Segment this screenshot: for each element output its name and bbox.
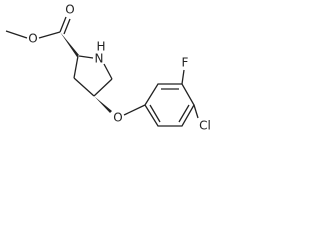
bond bbox=[181, 69, 185, 85]
bond bbox=[93, 78, 113, 97]
atom-label: H bbox=[96, 40, 105, 54]
bond bbox=[78, 55, 94, 59]
molecule-diagram: O O N H O F Cl bbox=[5, 3, 211, 133]
bond bbox=[5, 30, 28, 39]
bond bbox=[123, 104, 146, 116]
bond bbox=[63, 18, 71, 35]
atom-label: F bbox=[182, 56, 189, 70]
wedge-bond bbox=[93, 95, 112, 113]
bonds bbox=[5, 16, 199, 127]
bond bbox=[103, 63, 113, 80]
wedge-bond bbox=[60, 32, 79, 57]
atom-label: O bbox=[65, 3, 74, 17]
bond bbox=[149, 104, 161, 123]
bond bbox=[193, 104, 199, 119]
atom-label: N bbox=[95, 52, 104, 66]
atom-label: Cl bbox=[199, 119, 211, 133]
atom-label: O bbox=[28, 32, 37, 46]
bond bbox=[73, 55, 79, 79]
bond bbox=[38, 31, 61, 39]
bond bbox=[59, 16, 67, 33]
bond bbox=[178, 104, 190, 123]
atom-label: O bbox=[113, 111, 122, 125]
benzene-ring bbox=[144, 83, 195, 127]
bond bbox=[73, 77, 95, 97]
